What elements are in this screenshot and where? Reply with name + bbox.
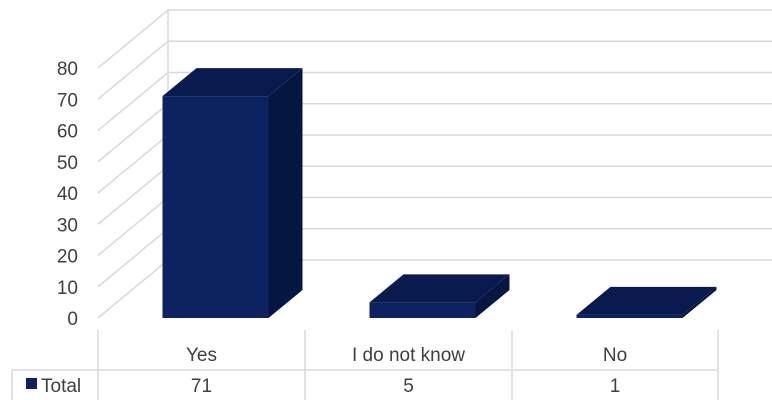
y-tick-label: 10: [57, 278, 78, 299]
category-label: I do not know: [352, 345, 465, 366]
y-tick-label: 30: [57, 215, 78, 236]
y-tick-label: 0: [67, 309, 78, 330]
y-tick-label: 70: [57, 90, 78, 111]
category-label: Yes: [186, 345, 217, 366]
y-axis-ticks: 0 10 20 30 40 50 60 70 80: [57, 59, 78, 330]
y-tick-label: 40: [57, 184, 78, 205]
legend-swatch: [26, 378, 37, 389]
bar-side: [475, 274, 510, 318]
bar-side: [268, 68, 303, 318]
bar-i-do-not-know: [369, 274, 510, 318]
data-table: Yes I do not know No Total 71 5 1: [11, 330, 719, 400]
bar-front: [576, 314, 683, 318]
bar-top: [162, 68, 303, 97]
table-value: 71: [191, 376, 212, 397]
bar-yes: [162, 68, 303, 318]
bar-top: [576, 286, 717, 315]
bar-no: [576, 286, 717, 318]
y-tick-label: 20: [57, 247, 78, 268]
table-value: 1: [610, 376, 621, 397]
bar-top: [369, 274, 510, 303]
y-tick-label: 50: [57, 153, 78, 174]
bar-front: [369, 302, 476, 318]
table-value: 5: [403, 376, 414, 397]
series-label: Total: [41, 376, 81, 397]
bars: [162, 68, 717, 318]
gridline: [97, 9, 772, 69]
y-tick-label: 80: [57, 59, 78, 80]
bar-front: [162, 96, 269, 318]
y-tick-label: 60: [57, 122, 78, 143]
category-label: No: [603, 345, 627, 366]
bar-side: [682, 286, 717, 318]
